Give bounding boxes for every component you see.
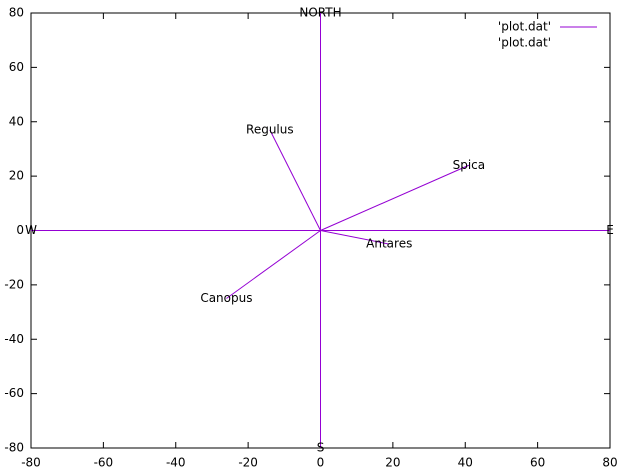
legend-label: 'plot.dat' (498, 36, 551, 50)
point-label: S (317, 441, 325, 455)
point-label: Canopus (200, 291, 252, 305)
y-tick-label: 0 (16, 223, 24, 237)
vector (320, 164, 470, 231)
point-label: Regulus (246, 122, 294, 136)
y-tick-label: -80 (4, 441, 24, 455)
point-label: Antares (366, 237, 412, 251)
y-tick-label: 80 (9, 6, 24, 20)
y-tick-label: -40 (4, 332, 24, 346)
point-label: NORTH (299, 6, 341, 20)
y-tick-label: 40 (9, 114, 24, 128)
y-tick-label: -60 (4, 386, 24, 400)
x-tick-label: 0 (317, 456, 325, 470)
x-tick-label: -40 (166, 456, 186, 470)
x-tick-label: 40 (458, 456, 473, 470)
vector (269, 129, 321, 231)
x-tick-label: 80 (602, 456, 617, 470)
point-label: W (25, 223, 37, 237)
x-tick-label: -80 (21, 456, 41, 470)
x-tick-label: -20 (238, 456, 258, 470)
vector (226, 230, 321, 299)
x-tick-label: -60 (94, 456, 114, 470)
x-tick-label: 20 (385, 456, 400, 470)
y-tick-label: -20 (4, 277, 24, 291)
x-tick-label: 60 (530, 456, 545, 470)
y-tick-label: 60 (9, 60, 24, 74)
y-tick-label: 20 (9, 169, 24, 183)
point-label: E (606, 223, 614, 237)
point-label: Spica (453, 158, 486, 172)
vector (320, 230, 390, 245)
legend-label: 'plot.dat' (498, 20, 551, 34)
